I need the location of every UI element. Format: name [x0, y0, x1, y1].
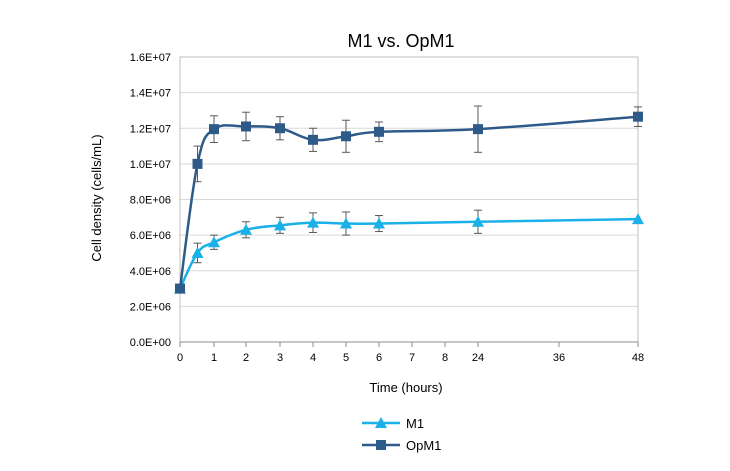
legend-label-m1: M1: [406, 416, 424, 431]
m1-point: [373, 217, 385, 229]
opm1-point: [241, 121, 251, 132]
m1-point: [191, 246, 204, 258]
y-tick-label: 1.0E+07: [130, 159, 171, 171]
m1-point: [340, 217, 352, 229]
x-tick-label: 5: [343, 352, 349, 364]
x-tick-label: 36: [553, 352, 565, 364]
x-tick-label: 6: [376, 352, 382, 364]
chart-title: M1 vs. OpM1: [347, 31, 454, 51]
opm1-point: [275, 123, 285, 134]
m1-point: [274, 219, 286, 231]
m1-point: [208, 236, 220, 248]
plot-area: 0.0E+00 2.0E+06 4.0E+06 6.0E+06 8.0E+06 1.0E+…: [130, 52, 644, 364]
x-tick-label: 0: [177, 352, 183, 364]
opm1-point: [175, 283, 185, 294]
opm1-point: [341, 131, 351, 142]
y-tick-label: 1.2E+07: [130, 123, 171, 135]
y-tick-label: 6.0E+06: [130, 230, 171, 242]
legend-marker-m1: [375, 417, 387, 428]
x-tick-label: 2: [243, 352, 249, 364]
x-axis-label: Time (hours): [369, 380, 442, 395]
y-axis-label: Cell density (cells/mL): [89, 134, 104, 261]
x-tick-label: 3: [277, 352, 283, 364]
opm1-point: [374, 126, 384, 137]
m1-point: [472, 215, 484, 227]
x-tick-label: 1: [211, 352, 217, 364]
y-tick-label: 2.0E+06: [130, 301, 171, 313]
y-tick-label: 0.0E+00: [130, 337, 171, 349]
m1-point: [632, 213, 644, 225]
y-tick-label: 8.0E+06: [130, 195, 171, 207]
y-tick-label: 4.0E+06: [130, 266, 171, 278]
m1-point: [240, 223, 252, 235]
series-m1: [174, 209, 644, 294]
opm1-point: [192, 158, 203, 169]
x-tick-label: 4: [310, 352, 316, 364]
opm1-point: [308, 134, 318, 145]
y-tick-label: 1.6E+07: [130, 52, 171, 64]
m1-point: [307, 216, 319, 228]
series-opm1: [175, 105, 643, 294]
opm1-point: [473, 124, 483, 135]
opm1-point: [633, 111, 643, 122]
x-tick-label: 48: [632, 352, 644, 364]
opm1-line: [178, 115, 639, 289]
legend-marker-opm1: [376, 440, 386, 450]
opm1-point: [209, 124, 219, 135]
x-tick-label: 24: [472, 352, 484, 364]
legend: M1 OpM1: [362, 416, 441, 453]
x-tick-label: 8: [442, 352, 448, 364]
legend-label-opm1: OpM1: [406, 438, 441, 453]
y-tick-label: 1.4E+07: [130, 88, 171, 100]
x-tick-label: 7: [409, 352, 415, 364]
